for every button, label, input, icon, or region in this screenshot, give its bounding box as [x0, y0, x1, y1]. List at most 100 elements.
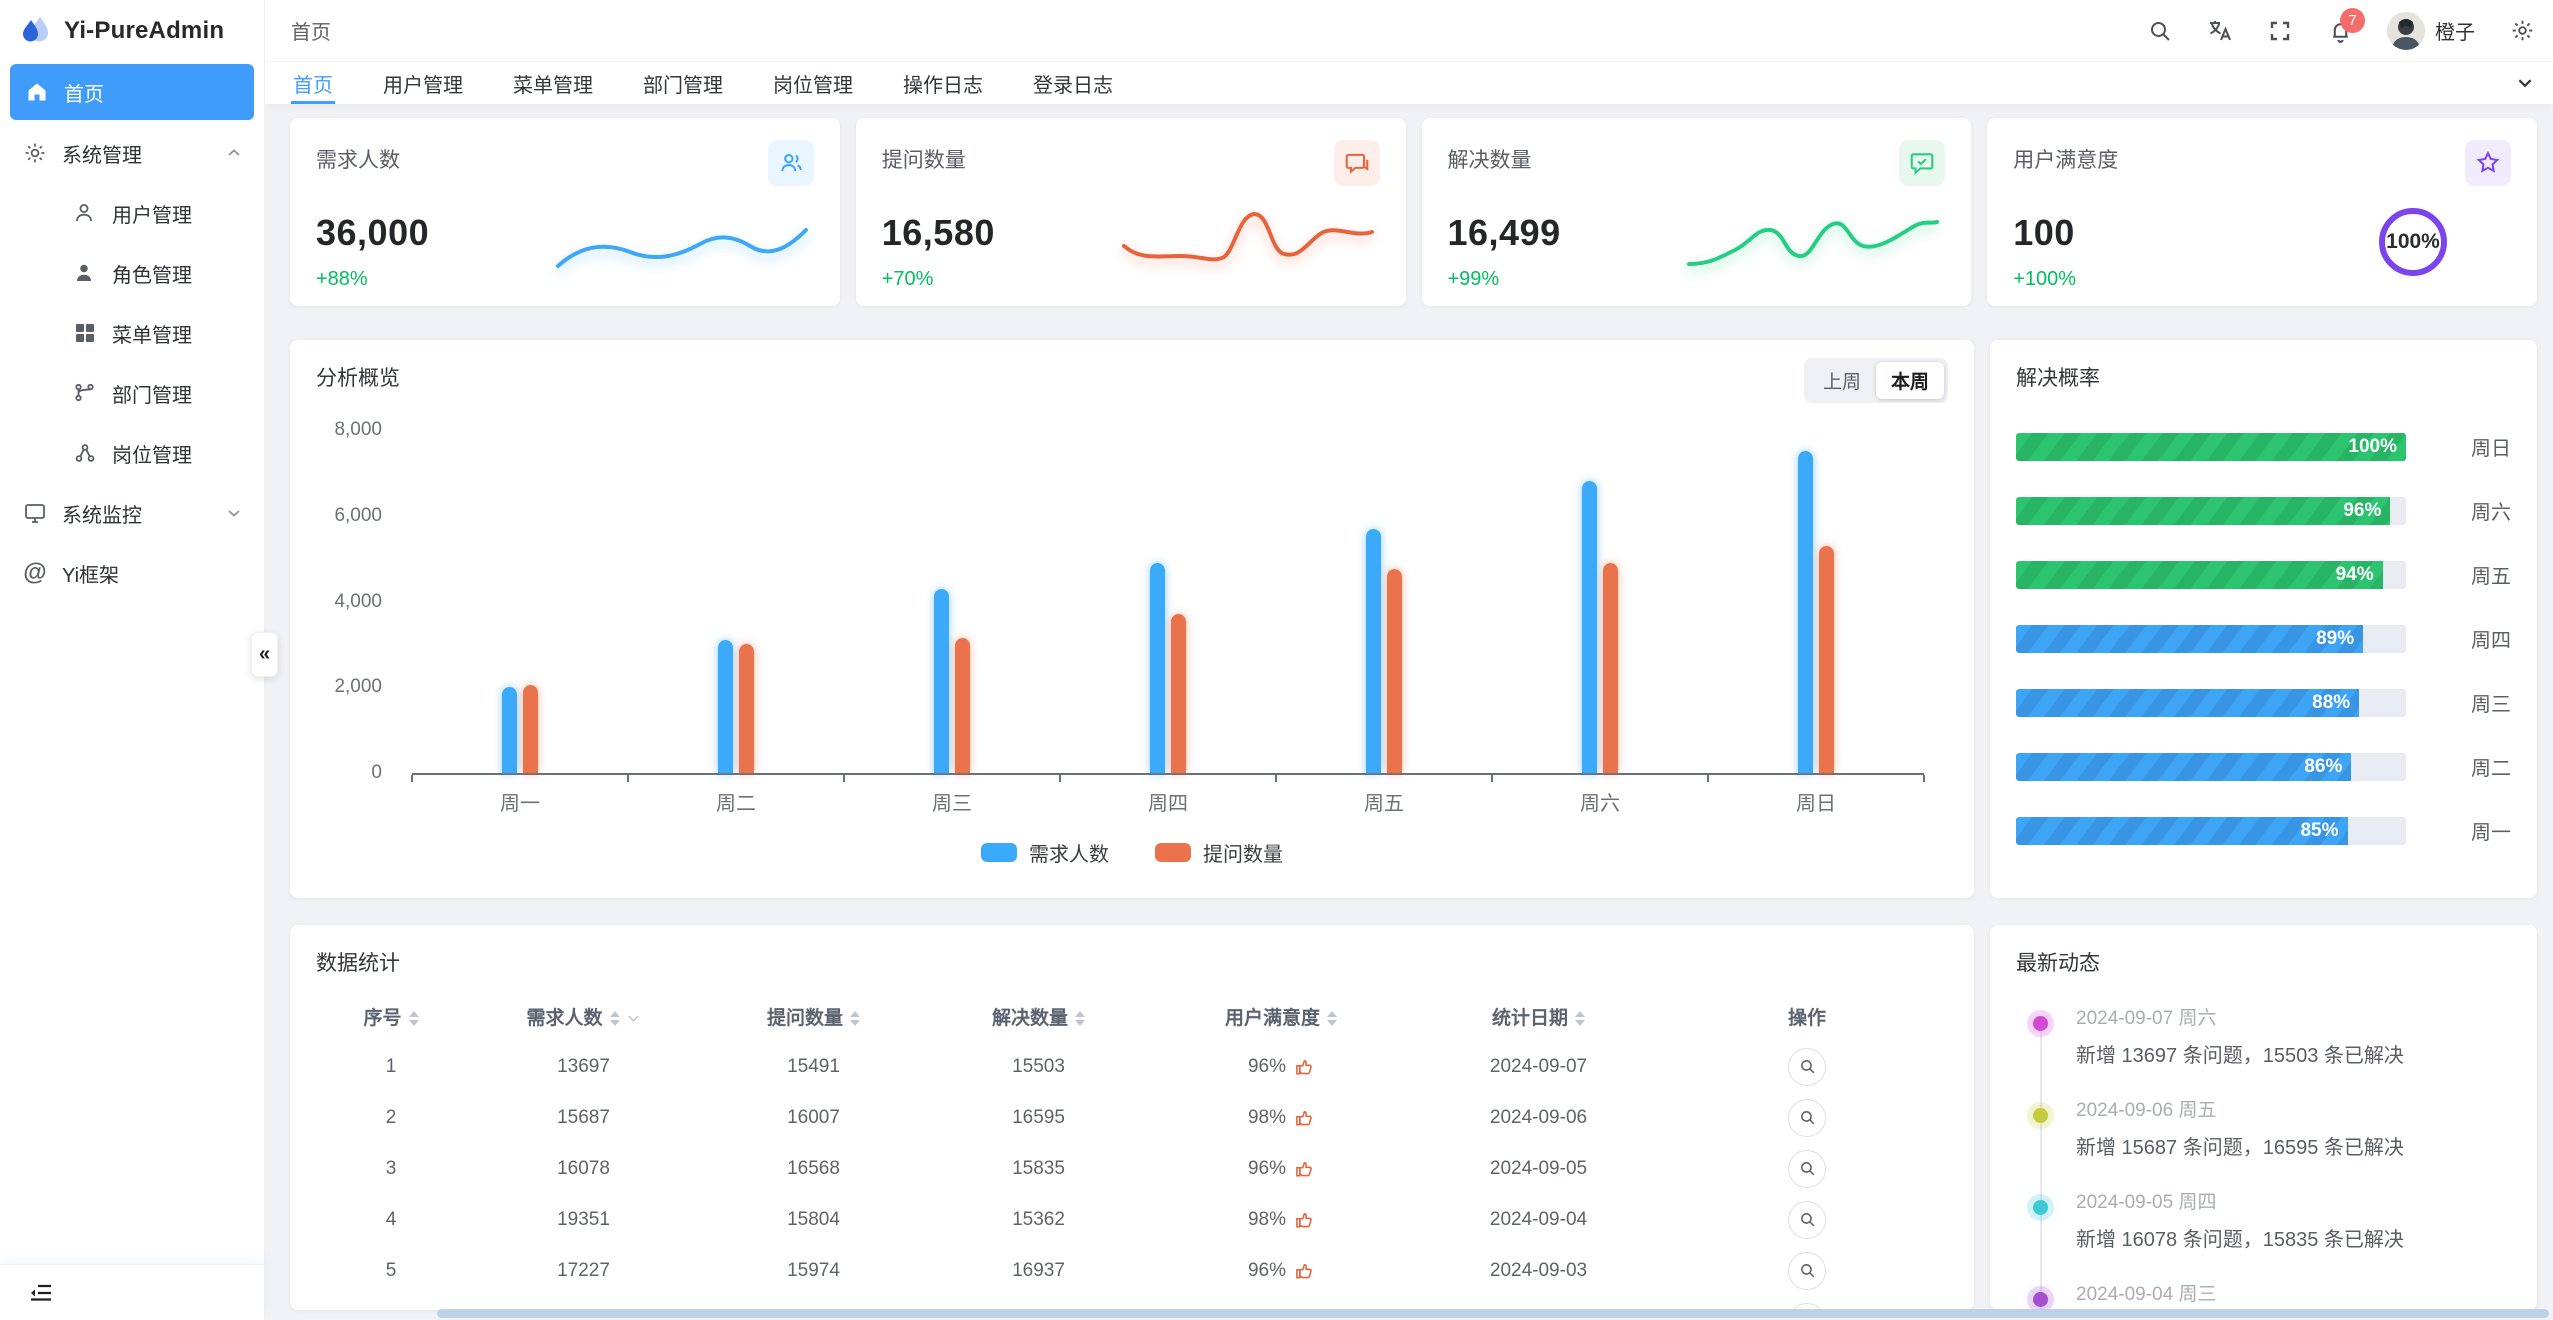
cell-solved: 16595	[1012, 1106, 1065, 1128]
sidebar-item-user-management[interactable]: 用户管理	[0, 184, 264, 242]
app-logo[interactable]: Yi-PureAdmin	[0, 0, 264, 62]
tab-home[interactable]: 首页	[291, 62, 335, 104]
sidebar-item-role-management[interactable]: 角色管理	[0, 244, 264, 302]
tab-user-management[interactable]: 用户管理	[383, 74, 463, 97]
gear-icon	[22, 140, 48, 166]
tab-department-management[interactable]: 部门管理	[643, 74, 723, 97]
column-header-questions[interactable]: 提问数量	[701, 991, 926, 1041]
tab-operation-log[interactable]: 操作日志	[903, 74, 983, 97]
menu-fold-icon[interactable]	[28, 1279, 56, 1307]
progress-percent: 88%	[2312, 691, 2351, 713]
view-detail-button[interactable]	[1788, 1047, 1826, 1086]
sidebar-item-department-management[interactable]: 部门管理	[0, 364, 264, 422]
cell-date: 2024-09-04	[1489, 1208, 1588, 1230]
sort-icon[interactable]	[850, 1010, 860, 1026]
solve-rate-row: 100% 周日	[2016, 432, 2511, 461]
search-icon[interactable]	[2147, 18, 2173, 44]
cell-index: 2	[385, 1106, 397, 1128]
bar-提问数量-周二	[739, 644, 754, 773]
cell-questions: 15491	[787, 1055, 840, 1077]
sidebar-item-home[interactable]: 首页	[10, 64, 254, 120]
column-header-date[interactable]: 统计日期	[1411, 991, 1666, 1041]
progress-track: 100%	[2016, 432, 2406, 461]
sidebar-item-yi-framework[interactable]: @ Yi框架	[0, 544, 264, 602]
sidebar-menu: 首页 系统管理 用户管理 角色	[0, 62, 264, 1264]
cell-operation	[1666, 1245, 1948, 1296]
people-icon	[767, 140, 814, 186]
thumb-up-icon	[1294, 1159, 1314, 1179]
stat-cards-row: 需求人数 36,000 +88% 提问数量	[290, 118, 2537, 306]
legend-chip-demand	[981, 843, 1017, 862]
sidebar-collapse-handle[interactable]: «	[251, 632, 278, 677]
activity-item: 2024-09-06 周五 新增 15687 条问题，16595 条已解决	[2033, 1095, 2511, 1160]
progress-fill: 94%	[2016, 560, 2383, 589]
sort-icon[interactable]	[1327, 1010, 1337, 1026]
sidebar: Yi-PureAdmin 首页 系统管理	[0, 0, 278, 1320]
username: 橙子	[2435, 22, 2475, 44]
legend-questions[interactable]: 提问数量	[1155, 838, 1283, 867]
bar-group	[1708, 430, 1924, 773]
table-row: 5 17227 15974 16937 96% 2024-09-03	[316, 1245, 1948, 1296]
sort-icon[interactable]	[609, 1010, 620, 1026]
tab-login-log[interactable]: 登录日志	[1033, 74, 1113, 97]
activity-item: 2024-09-05 周四 新增 16078 条问题，15835 条已解决	[2033, 1187, 2511, 1252]
cell-date: 2024-09-05	[1489, 1157, 1588, 1179]
sidebar-item-system-management[interactable]: 系统管理	[0, 124, 264, 182]
day-label: 周日	[2471, 438, 2511, 460]
column-header-index[interactable]: 序号	[316, 991, 466, 1041]
user-menu[interactable]: 橙子	[2387, 11, 2475, 50]
tab-options-chevron-icon[interactable]	[2497, 62, 2553, 104]
cell-solved: 16937	[1012, 1259, 1065, 1281]
sidebar-item-post-management[interactable]: 岗位管理	[0, 424, 264, 482]
activity-text: 新增 15687 条问题，16595 条已解决	[2076, 1137, 2404, 1159]
view-detail-button[interactable]	[1788, 1098, 1826, 1137]
fullscreen-icon[interactable]	[2267, 18, 2293, 44]
sort-icon[interactable]	[1575, 1010, 1585, 1026]
legend-demand[interactable]: 需求人数	[981, 838, 1109, 867]
column-header-demand[interactable]: 需求人数	[466, 991, 701, 1041]
horizontal-scrollbar[interactable]	[437, 1309, 2549, 1318]
tab-post-management[interactable]: 岗位管理	[773, 74, 853, 97]
last-week-button[interactable]: 上周	[1808, 362, 1876, 399]
bar-需求人数-周二	[718, 640, 733, 773]
cell-index: 6	[316, 1296, 466, 1310]
cell-demand: 16078	[557, 1157, 610, 1179]
view-detail-button[interactable]	[1788, 1251, 1826, 1290]
filter-chevron-icon[interactable]	[626, 1011, 641, 1026]
y-tick-label: 6,000	[334, 504, 382, 526]
y-tick-label: 0	[371, 762, 382, 783]
sort-icon[interactable]	[408, 1010, 419, 1026]
sidebar-item-menu-management[interactable]: 菜单管理	[0, 304, 264, 362]
tab-menu-management[interactable]: 菜单管理	[513, 74, 593, 97]
bar-需求人数-周三	[934, 588, 949, 773]
sidebar-item-system-monitor[interactable]: 系统监控	[0, 484, 264, 542]
column-header-satisfaction[interactable]: 用户满意度	[1151, 991, 1411, 1041]
cell-operation	[1666, 1092, 1948, 1143]
y-axis: 0 2,000 4,000 6,000 8,000	[316, 419, 396, 783]
cell-date: 2024-09-07	[1489, 1055, 1588, 1077]
day-label: 周六	[2471, 502, 2511, 524]
column-header-operation: 操作	[1787, 1007, 1826, 1029]
view-detail-button[interactable]	[1788, 1149, 1826, 1188]
y-tick-label: 2,000	[334, 676, 382, 698]
translate-icon[interactable]	[2207, 18, 2233, 44]
bar-提问数量-周四	[1171, 614, 1186, 773]
page-content: 需求人数 36,000 +88% 提问数量	[265, 105, 2553, 1320]
day-label: 周三	[2471, 694, 2511, 716]
this-week-button[interactable]: 本周	[1875, 362, 1944, 399]
bell-icon[interactable]: 7	[2327, 7, 2365, 44]
chevron-down-icon	[226, 505, 242, 521]
cell-questions: 16568	[787, 1157, 840, 1179]
progress-fill: 88%	[2016, 688, 2360, 717]
table-row: 2 15687 16007 16595 98% 2024-09-06	[316, 1092, 1948, 1143]
column-header-solved[interactable]: 解决数量	[926, 991, 1151, 1041]
cell-index: 4	[385, 1208, 397, 1230]
stat-card-title: 提问数量	[881, 149, 966, 172]
view-detail-button[interactable]	[1788, 1200, 1826, 1239]
settings-icon[interactable]	[2509, 18, 2535, 44]
solve-rate-card: 解决概率 100% 周日 96% 周六 94% 周五 89% 周四 88% 周三 86% 周二 85% 周…	[1990, 340, 2537, 898]
progress-percent: 86%	[2304, 755, 2343, 777]
bar-需求人数-周日	[1798, 451, 1813, 773]
stat-card-value: 100	[2013, 212, 2075, 253]
sort-icon[interactable]	[1075, 1010, 1085, 1026]
